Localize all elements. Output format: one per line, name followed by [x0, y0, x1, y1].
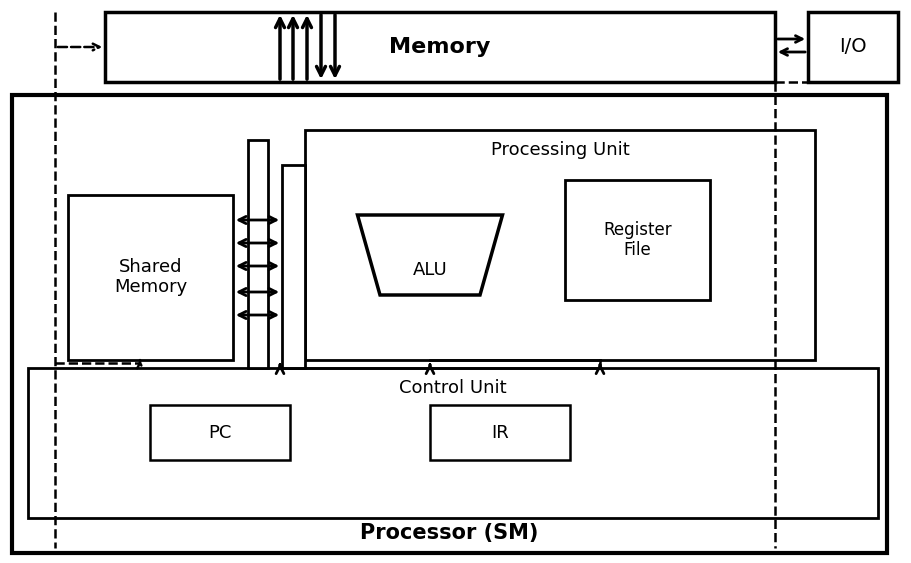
Bar [282, 165, 305, 368]
Text: Memory: Memory [114, 279, 187, 297]
Bar [565, 180, 710, 300]
Bar [430, 405, 570, 460]
Text: Register: Register [603, 221, 671, 239]
Bar [808, 12, 898, 82]
Bar [28, 368, 878, 518]
Bar [105, 12, 775, 82]
Text: Memory: Memory [389, 37, 491, 57]
Bar [68, 195, 233, 360]
Text: IR: IR [491, 423, 509, 441]
Text: ALU: ALU [413, 261, 447, 279]
Bar [305, 130, 815, 360]
Text: Shared: Shared [118, 258, 182, 276]
Text: I/O: I/O [839, 38, 866, 56]
Bar [12, 95, 887, 553]
Text: Control Unit: Control Unit [399, 379, 507, 397]
Polygon shape [357, 215, 503, 295]
Bar [248, 140, 268, 368]
Text: Processing Unit: Processing Unit [491, 141, 630, 159]
Text: PC: PC [209, 423, 231, 441]
Text: Processor (SM): Processor (SM) [361, 523, 538, 543]
Bar [150, 405, 290, 460]
Text: File: File [624, 241, 651, 259]
